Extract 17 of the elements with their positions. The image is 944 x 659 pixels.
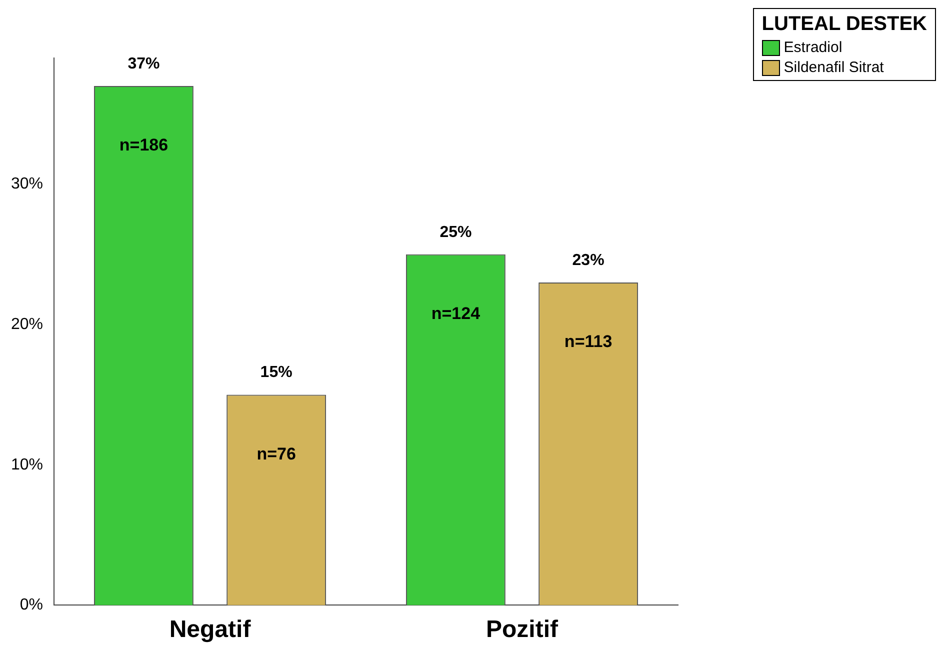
y-tick-label: 10% — [10, 456, 44, 474]
annotation: n=186 — [119, 136, 168, 155]
annotation: n=76 — [256, 444, 296, 464]
x-tick-label: Negatif — [169, 616, 252, 644]
data-label: 15% — [260, 364, 292, 382]
annotation: n=113 — [564, 332, 612, 352]
y-tick-label: 30% — [10, 176, 44, 193]
legend-label: Estradiol — [784, 39, 842, 56]
y-tick-label: 20% — [10, 316, 44, 333]
x-tick-label: Pozitif — [486, 616, 559, 644]
annotation: n=124 — [431, 304, 481, 324]
data-label: 23% — [572, 252, 604, 269]
y-tick-label: 0% — [20, 596, 44, 614]
legend-label: Sildenafil Sitrat — [784, 59, 884, 76]
data-label: 25% — [440, 224, 472, 241]
data-label: 37% — [128, 55, 160, 72]
legend-title: LUTEAL DESTEK — [762, 13, 927, 36]
